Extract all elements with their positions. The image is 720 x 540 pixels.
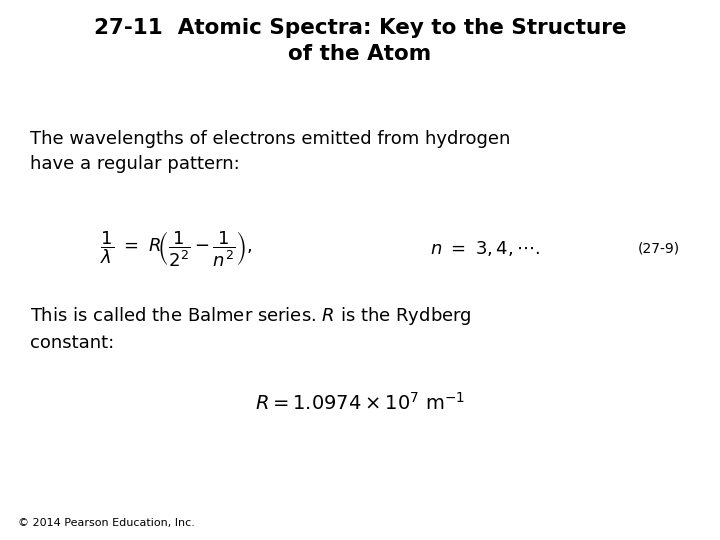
Text: $n\ =\ 3, 4, \cdots.$: $n\ =\ 3, 4, \cdots.$: [430, 239, 540, 258]
Text: This is called the Balmer series. $R$ is the Rydberg
constant:: This is called the Balmer series. $R$ is…: [30, 305, 472, 352]
Text: The wavelengths of electrons emitted from hydrogen
have a regular pattern:: The wavelengths of electrons emitted fro…: [30, 130, 510, 173]
Text: © 2014 Pearson Education, Inc.: © 2014 Pearson Education, Inc.: [18, 518, 195, 528]
Text: $\dfrac{1}{\lambda}\ =\ R\!\left(\dfrac{1}{2^2} - \dfrac{1}{n^2}\right),$: $\dfrac{1}{\lambda}\ =\ R\!\left(\dfrac{…: [100, 228, 253, 267]
Text: $R = 1.0974 \times 10^7\ \mathrm{m}^{-1}$: $R = 1.0974 \times 10^7\ \mathrm{m}^{-1}…: [255, 392, 465, 414]
Text: 27-11  Atomic Spectra: Key to the Structure
of the Atom: 27-11 Atomic Spectra: Key to the Structu…: [94, 18, 626, 64]
Text: (27-9): (27-9): [638, 241, 680, 255]
